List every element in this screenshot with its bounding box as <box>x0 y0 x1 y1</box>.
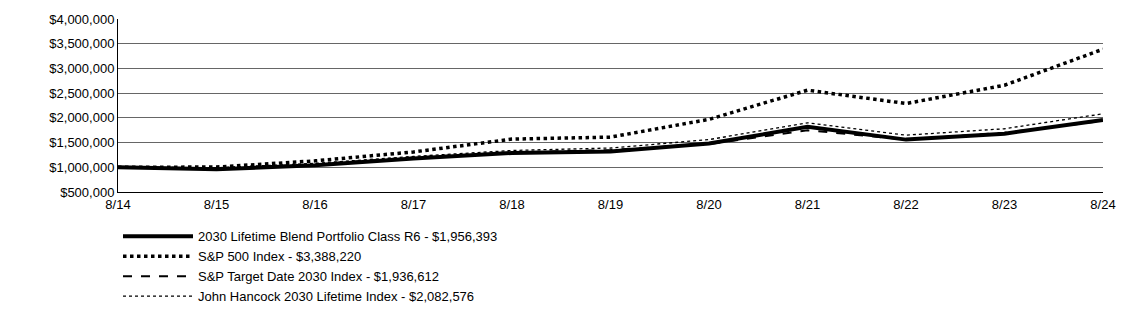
svg-text:$3,500,000: $3,500,000 <box>49 36 114 51</box>
svg-text:$3,000,000: $3,000,000 <box>49 61 114 76</box>
svg-text:S&P 500 Index - $3,388,220: S&P 500 Index - $3,388,220 <box>198 249 361 264</box>
svg-text:$1,000,000: $1,000,000 <box>49 160 114 175</box>
svg-text:8/23: 8/23 <box>992 197 1017 212</box>
svg-text:8/22: 8/22 <box>893 197 918 212</box>
svg-text:8/24: 8/24 <box>1090 197 1115 212</box>
svg-text:S&P Target Date 2030 Index - $: S&P Target Date 2030 Index - $1,936,612 <box>198 269 439 284</box>
svg-text:$1,500,000: $1,500,000 <box>49 135 114 150</box>
svg-text:$500,000: $500,000 <box>60 185 114 200</box>
svg-text:John Hancock 2030 Lifetime Ind: John Hancock 2030 Lifetime Index - $2,08… <box>198 289 474 304</box>
svg-text:8/14: 8/14 <box>105 197 130 212</box>
svg-text:8/21: 8/21 <box>795 197 820 212</box>
svg-text:$2,500,000: $2,500,000 <box>49 86 114 101</box>
svg-text:8/20: 8/20 <box>696 197 721 212</box>
svg-text:8/17: 8/17 <box>401 197 426 212</box>
svg-text:2030 Lifetime Blend Portfolio: 2030 Lifetime Blend Portfolio Class R6 -… <box>198 229 497 244</box>
svg-text:$4,000,000: $4,000,000 <box>49 12 114 27</box>
svg-text:8/15: 8/15 <box>204 197 229 212</box>
svg-text:$2,000,000: $2,000,000 <box>49 110 114 125</box>
svg-text:8/19: 8/19 <box>598 197 623 212</box>
svg-text:8/18: 8/18 <box>499 197 524 212</box>
svg-text:8/16: 8/16 <box>302 197 327 212</box>
